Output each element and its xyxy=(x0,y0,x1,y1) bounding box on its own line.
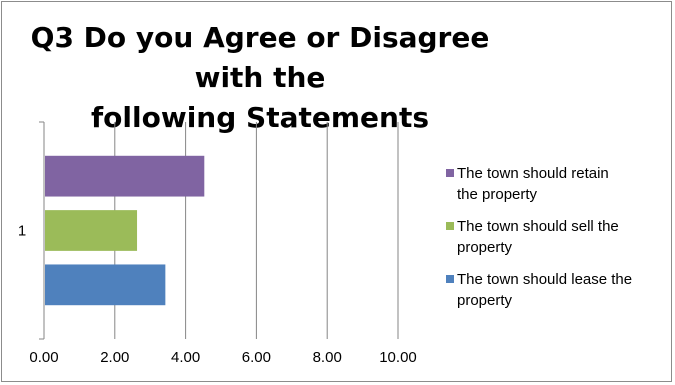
bar xyxy=(45,264,166,306)
x-tick-label: 2.00 xyxy=(100,349,129,366)
chart-title: Q3 Do you Agree or Disagree with the fol… xyxy=(0,18,520,138)
legend-item-lease: The town should lease the property xyxy=(446,269,671,311)
legend-label-lease-line-1: The town should lease the xyxy=(457,271,633,288)
bar xyxy=(45,210,138,251)
legend-label-retain-line-2: the property xyxy=(457,186,538,203)
x-tick-label: 10.00 xyxy=(379,349,417,366)
x-tick-label: 8.00 xyxy=(313,349,342,366)
legend-item-sell: The town should sell the property xyxy=(446,216,671,258)
legend-swatch-retain xyxy=(446,169,454,177)
bar xyxy=(45,155,205,197)
chart-title-line-1: Q3 Do you Agree or Disagree with the xyxy=(30,21,490,94)
legend-label-sell-line-1: The town should sell the xyxy=(457,218,619,235)
legend-swatch-sell xyxy=(446,222,454,230)
x-tick-label: 4.00 xyxy=(171,349,200,366)
x-tick-label: 0.00 xyxy=(29,349,58,366)
legend-label-retain-line-1: The town should retain xyxy=(457,165,609,182)
legend-item-retain: The town should retain the property xyxy=(446,163,671,205)
legend-label-sell-line-2: property xyxy=(457,239,513,256)
category-label: 1 xyxy=(18,223,26,240)
chart-legend: The town should retain the property The … xyxy=(446,163,671,322)
x-tick-label: 6.00 xyxy=(242,349,271,366)
chart-title-line-2: following Statements xyxy=(90,101,429,134)
legend-label-lease-line-2: property xyxy=(457,292,513,309)
legend-swatch-lease xyxy=(446,275,454,283)
